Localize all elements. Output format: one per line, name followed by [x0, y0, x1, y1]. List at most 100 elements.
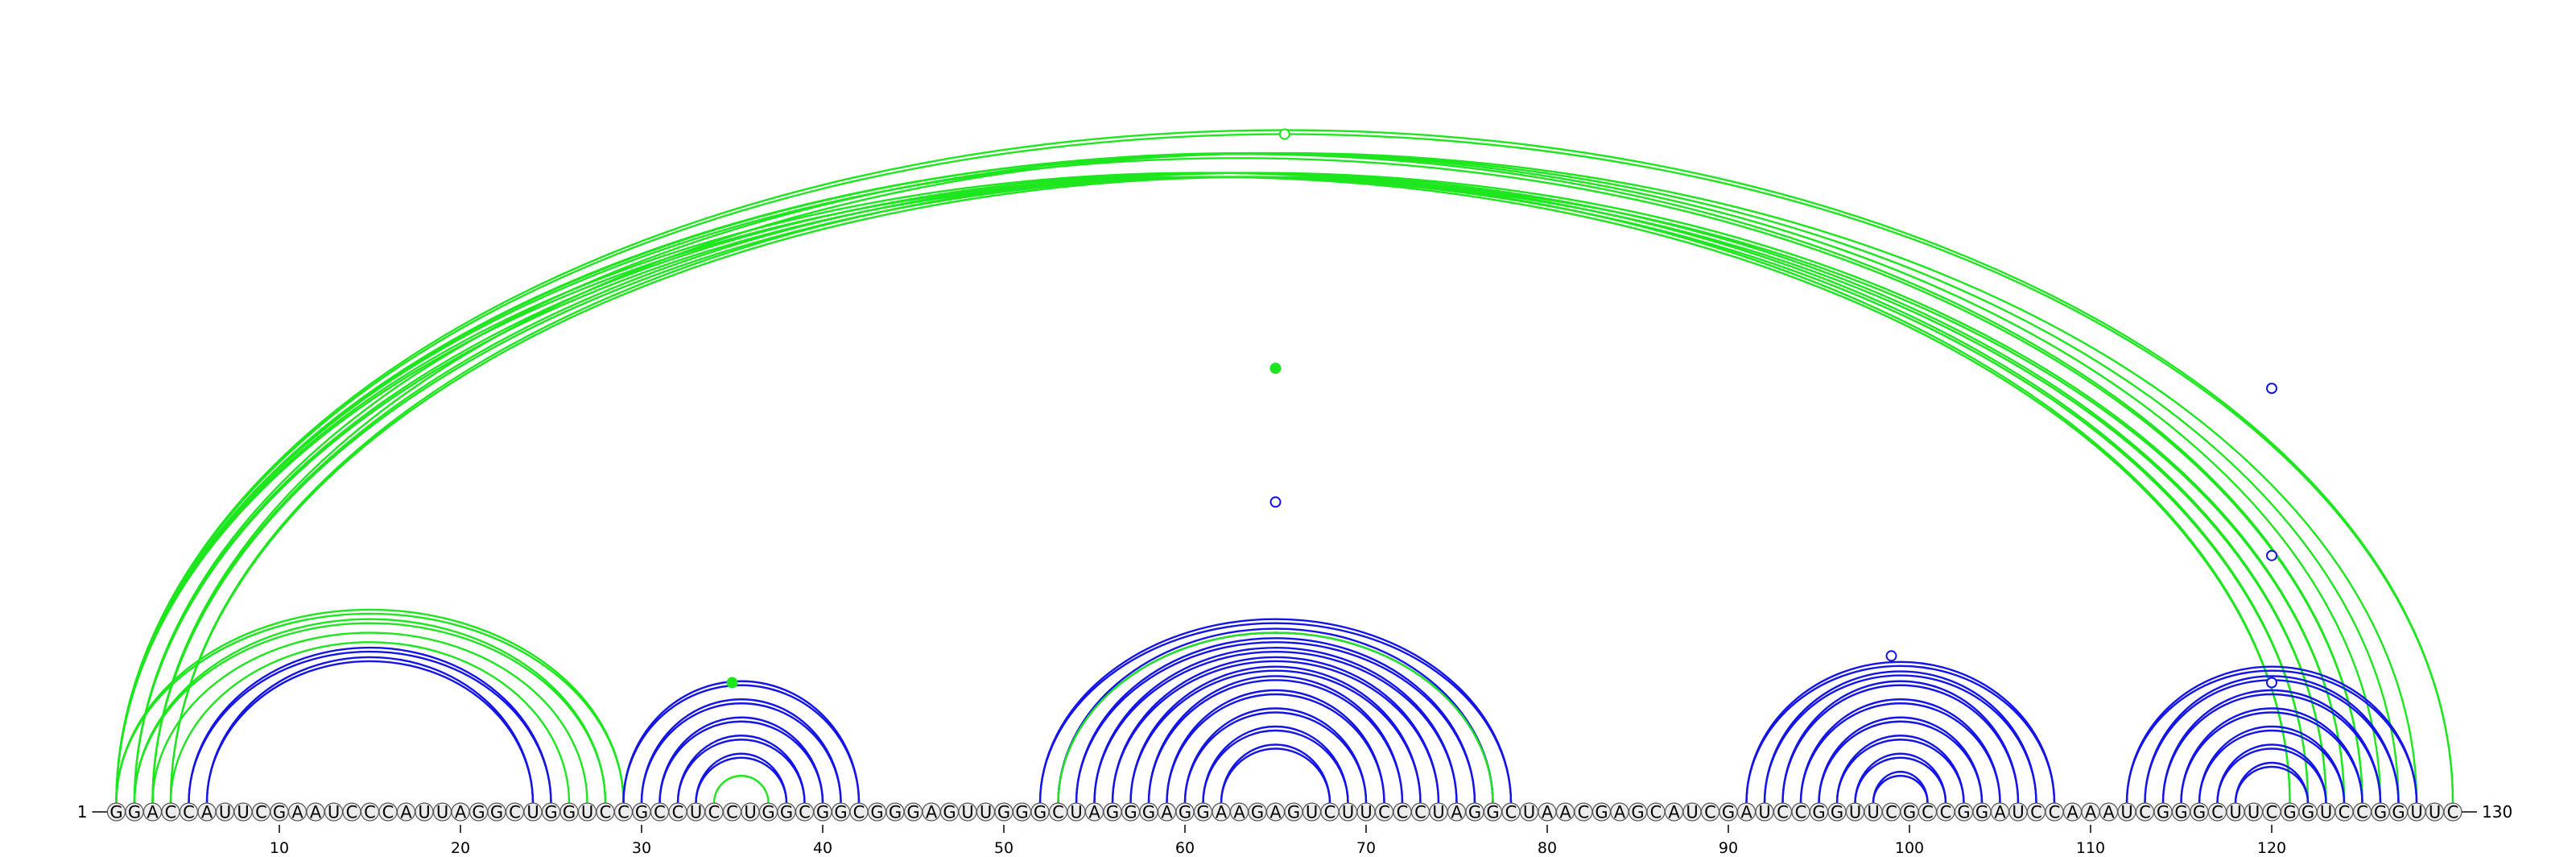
base-pair-arc	[1111, 660, 1440, 804]
nucleotide: A	[2062, 802, 2083, 822]
nucleotide: A	[1610, 802, 1629, 822]
nucleotide: C	[161, 802, 180, 822]
base-pair-arc	[1202, 725, 1349, 804]
nucleotide-letter: A	[2103, 803, 2115, 822]
nucleotide: U	[577, 802, 597, 822]
nucleotide: G	[1827, 802, 1847, 822]
nucleotide-letter: G	[635, 803, 648, 822]
nucleotide: G	[1483, 802, 1503, 822]
nucleotide: C	[704, 802, 724, 822]
nucleotide-letter: C	[2211, 803, 2223, 822]
nucleotide: A	[1265, 802, 1286, 822]
nucleotide-letter: A	[1559, 803, 1571, 822]
nucleotide: U	[1067, 802, 1086, 822]
nucleotide: U	[1302, 802, 1322, 822]
nucleotide: G	[2280, 802, 2300, 822]
nucleotide-letter: G	[563, 803, 576, 822]
nucleotide: A	[396, 802, 416, 822]
base-pair-arc	[1818, 716, 1984, 804]
nucleotide: C	[722, 802, 742, 822]
nucleotide: G	[632, 802, 651, 822]
nucleotide-letter: G	[544, 803, 557, 822]
nucleotide-letter: U	[1360, 803, 1372, 822]
nucleotide: U	[2226, 802, 2245, 822]
base-pair-arc	[115, 172, 2291, 804]
nucleotide-letter: C	[853, 803, 865, 822]
nucleotide-letter: C	[183, 803, 195, 822]
base-pair-arc	[2180, 707, 2363, 804]
nucleotide-letter: G	[1034, 803, 1046, 822]
nucleotide-letter: G	[128, 803, 141, 822]
nucleotide: C	[596, 802, 615, 822]
base-pair-arc	[1093, 646, 1458, 804]
nucleotide-letter: C	[1650, 803, 1662, 822]
tick-label: 110	[2076, 839, 2105, 857]
nucleotide: G	[831, 802, 851, 822]
nucleotide-letter: G	[1831, 803, 1843, 822]
nucleotide: U	[1755, 802, 1774, 822]
nucleotide: U	[1519, 802, 1539, 822]
nucleotide: A	[2081, 802, 2100, 822]
nucleotide: A	[1447, 802, 1467, 822]
base-pair-arc	[2234, 761, 2310, 804]
nucleotide: U	[2117, 802, 2136, 822]
nucleotide-letter: C	[2049, 803, 2061, 822]
nucleotide: G	[487, 802, 506, 822]
base-pair-arc	[1835, 735, 1965, 804]
nucleotide-letter: C	[2030, 803, 2042, 822]
nucleotide-letter: A	[1994, 803, 2006, 822]
nucleotide: U	[2008, 802, 2028, 822]
nucleotide-letter: G	[2174, 803, 2187, 822]
base-pair-arc	[1220, 743, 1331, 804]
base-pair-arc	[1093, 650, 1458, 804]
nucleotide-letter: A	[1614, 803, 1626, 822]
nucleotide-letter: C	[364, 803, 376, 822]
base-pair-arc	[1038, 622, 1513, 804]
nucleotide-letter: C	[600, 803, 612, 822]
nucleotide-letter: U	[2320, 803, 2332, 822]
base-pair-arc	[1183, 707, 1368, 804]
nucleotide: U	[2244, 802, 2264, 822]
nucleotide: C	[179, 802, 199, 822]
tick-label: 50	[994, 839, 1013, 857]
nucleotide: U	[2316, 802, 2336, 822]
base-pair-arc	[169, 172, 2346, 804]
base-pair-arc	[2125, 665, 2418, 804]
nucleotide: G	[1193, 802, 1213, 822]
nucleotide-letter: G	[762, 803, 774, 822]
nucleotide: C	[849, 802, 869, 822]
nucleotide: A	[306, 802, 325, 822]
nucleotide: G	[559, 802, 579, 822]
nucleotide-letter: U	[581, 803, 593, 822]
nucleotide-letter: U	[1758, 803, 1770, 822]
nucleotide: C	[1646, 802, 1666, 822]
nucleotide-letter: G	[1468, 803, 1481, 822]
nucleotide-letter: U	[2410, 803, 2422, 822]
nucleotide-letter: A	[1088, 803, 1100, 822]
nucleotide: A	[922, 802, 941, 822]
nucleotide-letter: G	[997, 803, 1010, 822]
nucleotide: A	[1084, 802, 1104, 822]
nucleotide: C	[1393, 802, 1412, 822]
nucleotide: C	[613, 802, 634, 822]
tick-label: 30	[632, 839, 651, 857]
base-pair-arc	[1075, 641, 1476, 804]
nucleotide-letter: G	[1631, 803, 1644, 822]
nucleotide-letter: A	[1161, 803, 1173, 822]
base-pair-arc	[205, 660, 535, 804]
nucleotide-letter: G	[1975, 803, 1988, 822]
nucleotide-letter: C	[1397, 803, 1409, 822]
nucleotide-letter: C	[2339, 803, 2351, 822]
base-pair-arcs	[115, 129, 2454, 804]
nucleotide-letter: C	[672, 803, 684, 822]
nucleotide-letter: C	[799, 803, 811, 822]
nucleotide: G	[1628, 802, 1648, 822]
nucleotide-letter: A	[455, 803, 467, 822]
nucleotide: G	[1248, 802, 1267, 822]
nucleotide-letter: G	[834, 803, 847, 822]
nucleotide-letter: G	[1287, 803, 1300, 822]
nucleotide: C	[2135, 802, 2155, 822]
base-pair-arc	[2144, 675, 2400, 804]
nucleotide: A	[1736, 802, 1757, 822]
nucleotide: G	[2153, 802, 2173, 822]
